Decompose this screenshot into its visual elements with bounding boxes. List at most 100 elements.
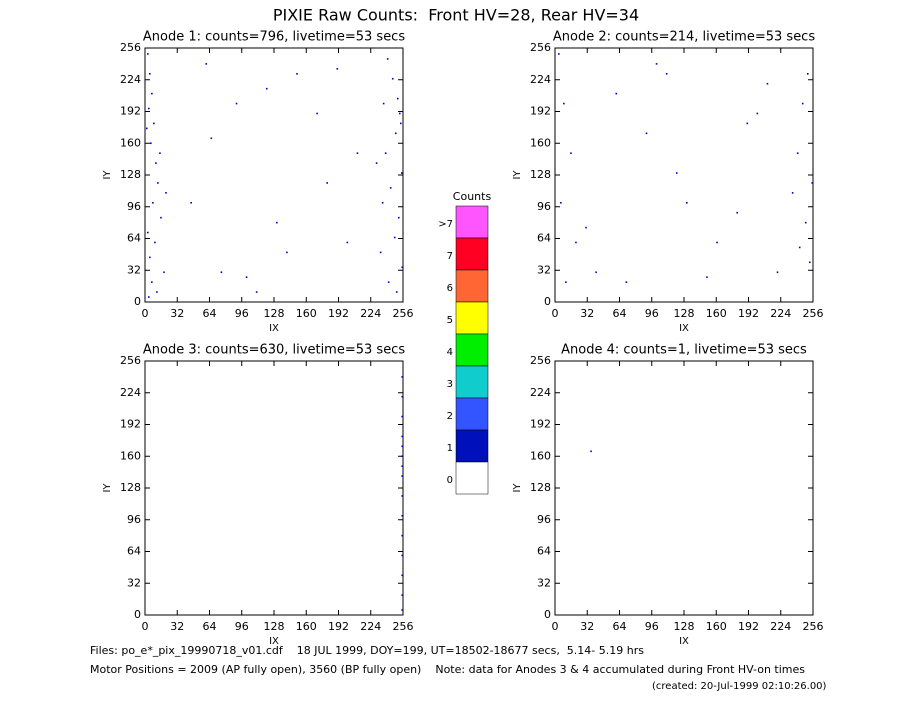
y-tick-label: 128 bbox=[530, 481, 551, 494]
x-tick-label: 128 bbox=[674, 620, 695, 633]
count-pixel bbox=[401, 514, 403, 517]
count-pixel bbox=[381, 201, 384, 204]
count-pixel bbox=[401, 594, 403, 596]
count-pixel bbox=[326, 182, 329, 184]
y-tick-label: 224 bbox=[530, 73, 551, 86]
x-tick-label: 224 bbox=[770, 307, 791, 320]
count-pixel bbox=[401, 609, 403, 611]
count-pixel bbox=[163, 271, 165, 274]
x-tick-label: 256 bbox=[803, 620, 824, 633]
y-tick-label: 0 bbox=[544, 295, 551, 308]
y-tick-label: 192 bbox=[120, 418, 141, 431]
colorbar-label: 2 bbox=[447, 411, 453, 422]
x-tick-label: 96 bbox=[235, 307, 249, 320]
x-tick-label: 256 bbox=[393, 307, 414, 320]
count-pixel bbox=[401, 266, 403, 269]
count-pixel bbox=[791, 192, 794, 194]
y-tick-label: 160 bbox=[120, 136, 141, 149]
x-tick-label: 224 bbox=[360, 307, 381, 320]
count-pixel bbox=[766, 82, 769, 85]
colorbar-label: >7 bbox=[438, 219, 453, 230]
count-pixel bbox=[165, 192, 167, 194]
x-tick-label: 0 bbox=[142, 620, 149, 633]
count-pixel bbox=[570, 152, 572, 154]
count-pixel bbox=[686, 201, 688, 204]
count-pixel bbox=[346, 241, 349, 244]
x-tick-label: 160 bbox=[296, 307, 317, 320]
x-tick-label: 32 bbox=[170, 307, 184, 320]
x-tick-label: 128 bbox=[264, 307, 285, 320]
y-tick-label: 192 bbox=[120, 105, 141, 118]
count-pixel bbox=[806, 72, 809, 75]
page-title: PIXIE Raw Counts: Front HV=28, Rear HV=3… bbox=[273, 6, 639, 25]
count-pixel bbox=[401, 574, 403, 577]
count-pixel bbox=[398, 112, 401, 115]
x-tick-label: 160 bbox=[706, 307, 727, 320]
count-pixel bbox=[148, 296, 150, 298]
count-pixel bbox=[575, 241, 577, 244]
count-pixel bbox=[356, 152, 359, 154]
count-pixel bbox=[401, 554, 403, 557]
count-pixel bbox=[565, 281, 567, 283]
count-pixel bbox=[375, 162, 378, 164]
colorbar-cell bbox=[455, 269, 489, 303]
x-tick-label: 128 bbox=[264, 620, 285, 633]
count-pixel bbox=[776, 271, 779, 274]
panel-title: Anode 1: counts=796, livetime=53 secs bbox=[143, 30, 405, 45]
count-pixel bbox=[396, 97, 399, 100]
y-tick-label: 32 bbox=[537, 263, 551, 276]
y-tick-label: 0 bbox=[544, 608, 551, 621]
count-pixel bbox=[152, 201, 154, 204]
x-tick-label: 0 bbox=[552, 307, 559, 320]
y-tick-label: 256 bbox=[120, 41, 141, 54]
x-tick-label: 64 bbox=[613, 620, 627, 633]
count-pixel bbox=[401, 445, 403, 448]
count-pixel bbox=[235, 102, 238, 105]
x-axis-label: IX bbox=[679, 323, 689, 334]
panel-title: Anode 4: counts=1, livetime=53 secs bbox=[561, 343, 807, 358]
x-tick-label: 96 bbox=[645, 620, 659, 633]
x-tick-label: 224 bbox=[360, 620, 381, 633]
count-pixel bbox=[625, 281, 628, 283]
count-pixel bbox=[736, 211, 739, 214]
panel-title: Anode 2: counts=214, livetime=53 secs bbox=[553, 30, 815, 45]
x-axis-label: IX bbox=[679, 636, 689, 647]
count-pixel bbox=[147, 53, 149, 55]
y-tick-label: 128 bbox=[120, 168, 141, 181]
y-tick-label: 64 bbox=[127, 232, 141, 245]
count-pixel bbox=[146, 127, 148, 130]
panel-title: Anode 3: counts=630, livetime=53 secs bbox=[143, 343, 405, 358]
count-pixel bbox=[585, 226, 587, 229]
x-tick-label: 192 bbox=[738, 620, 759, 633]
count-pixel bbox=[159, 152, 161, 154]
x-tick-label: 192 bbox=[328, 307, 349, 320]
count-pixel bbox=[665, 72, 668, 75]
count-pixel bbox=[401, 534, 403, 537]
colorbar-label: 6 bbox=[447, 283, 453, 294]
count-pixel bbox=[401, 495, 403, 497]
count-pixel bbox=[395, 291, 398, 293]
y-tick-label: 32 bbox=[127, 263, 141, 276]
y-tick-label: 64 bbox=[537, 545, 551, 558]
y-tick-label: 256 bbox=[120, 354, 141, 367]
count-pixel bbox=[389, 187, 392, 189]
count-pixel bbox=[796, 152, 799, 154]
count-pixel bbox=[386, 58, 389, 60]
x-tick-label: 256 bbox=[393, 620, 414, 633]
count-pixel bbox=[316, 112, 318, 115]
y-axis-label: IY bbox=[102, 483, 113, 493]
y-tick-label: 96 bbox=[537, 513, 551, 526]
y-axis-label: IY bbox=[102, 170, 113, 180]
count-pixel bbox=[401, 415, 403, 418]
y-tick-label: 160 bbox=[530, 449, 551, 462]
y-tick-label: 64 bbox=[537, 232, 551, 245]
y-axis-label: IY bbox=[512, 170, 523, 180]
count-pixel bbox=[150, 142, 152, 145]
count-pixel bbox=[645, 132, 648, 135]
footer-line: (created: 20-Jul-1999 02:10:26.00) bbox=[652, 681, 827, 692]
count-pixel bbox=[675, 172, 678, 174]
x-axis-label: IX bbox=[269, 323, 279, 334]
count-pixel bbox=[801, 102, 804, 105]
